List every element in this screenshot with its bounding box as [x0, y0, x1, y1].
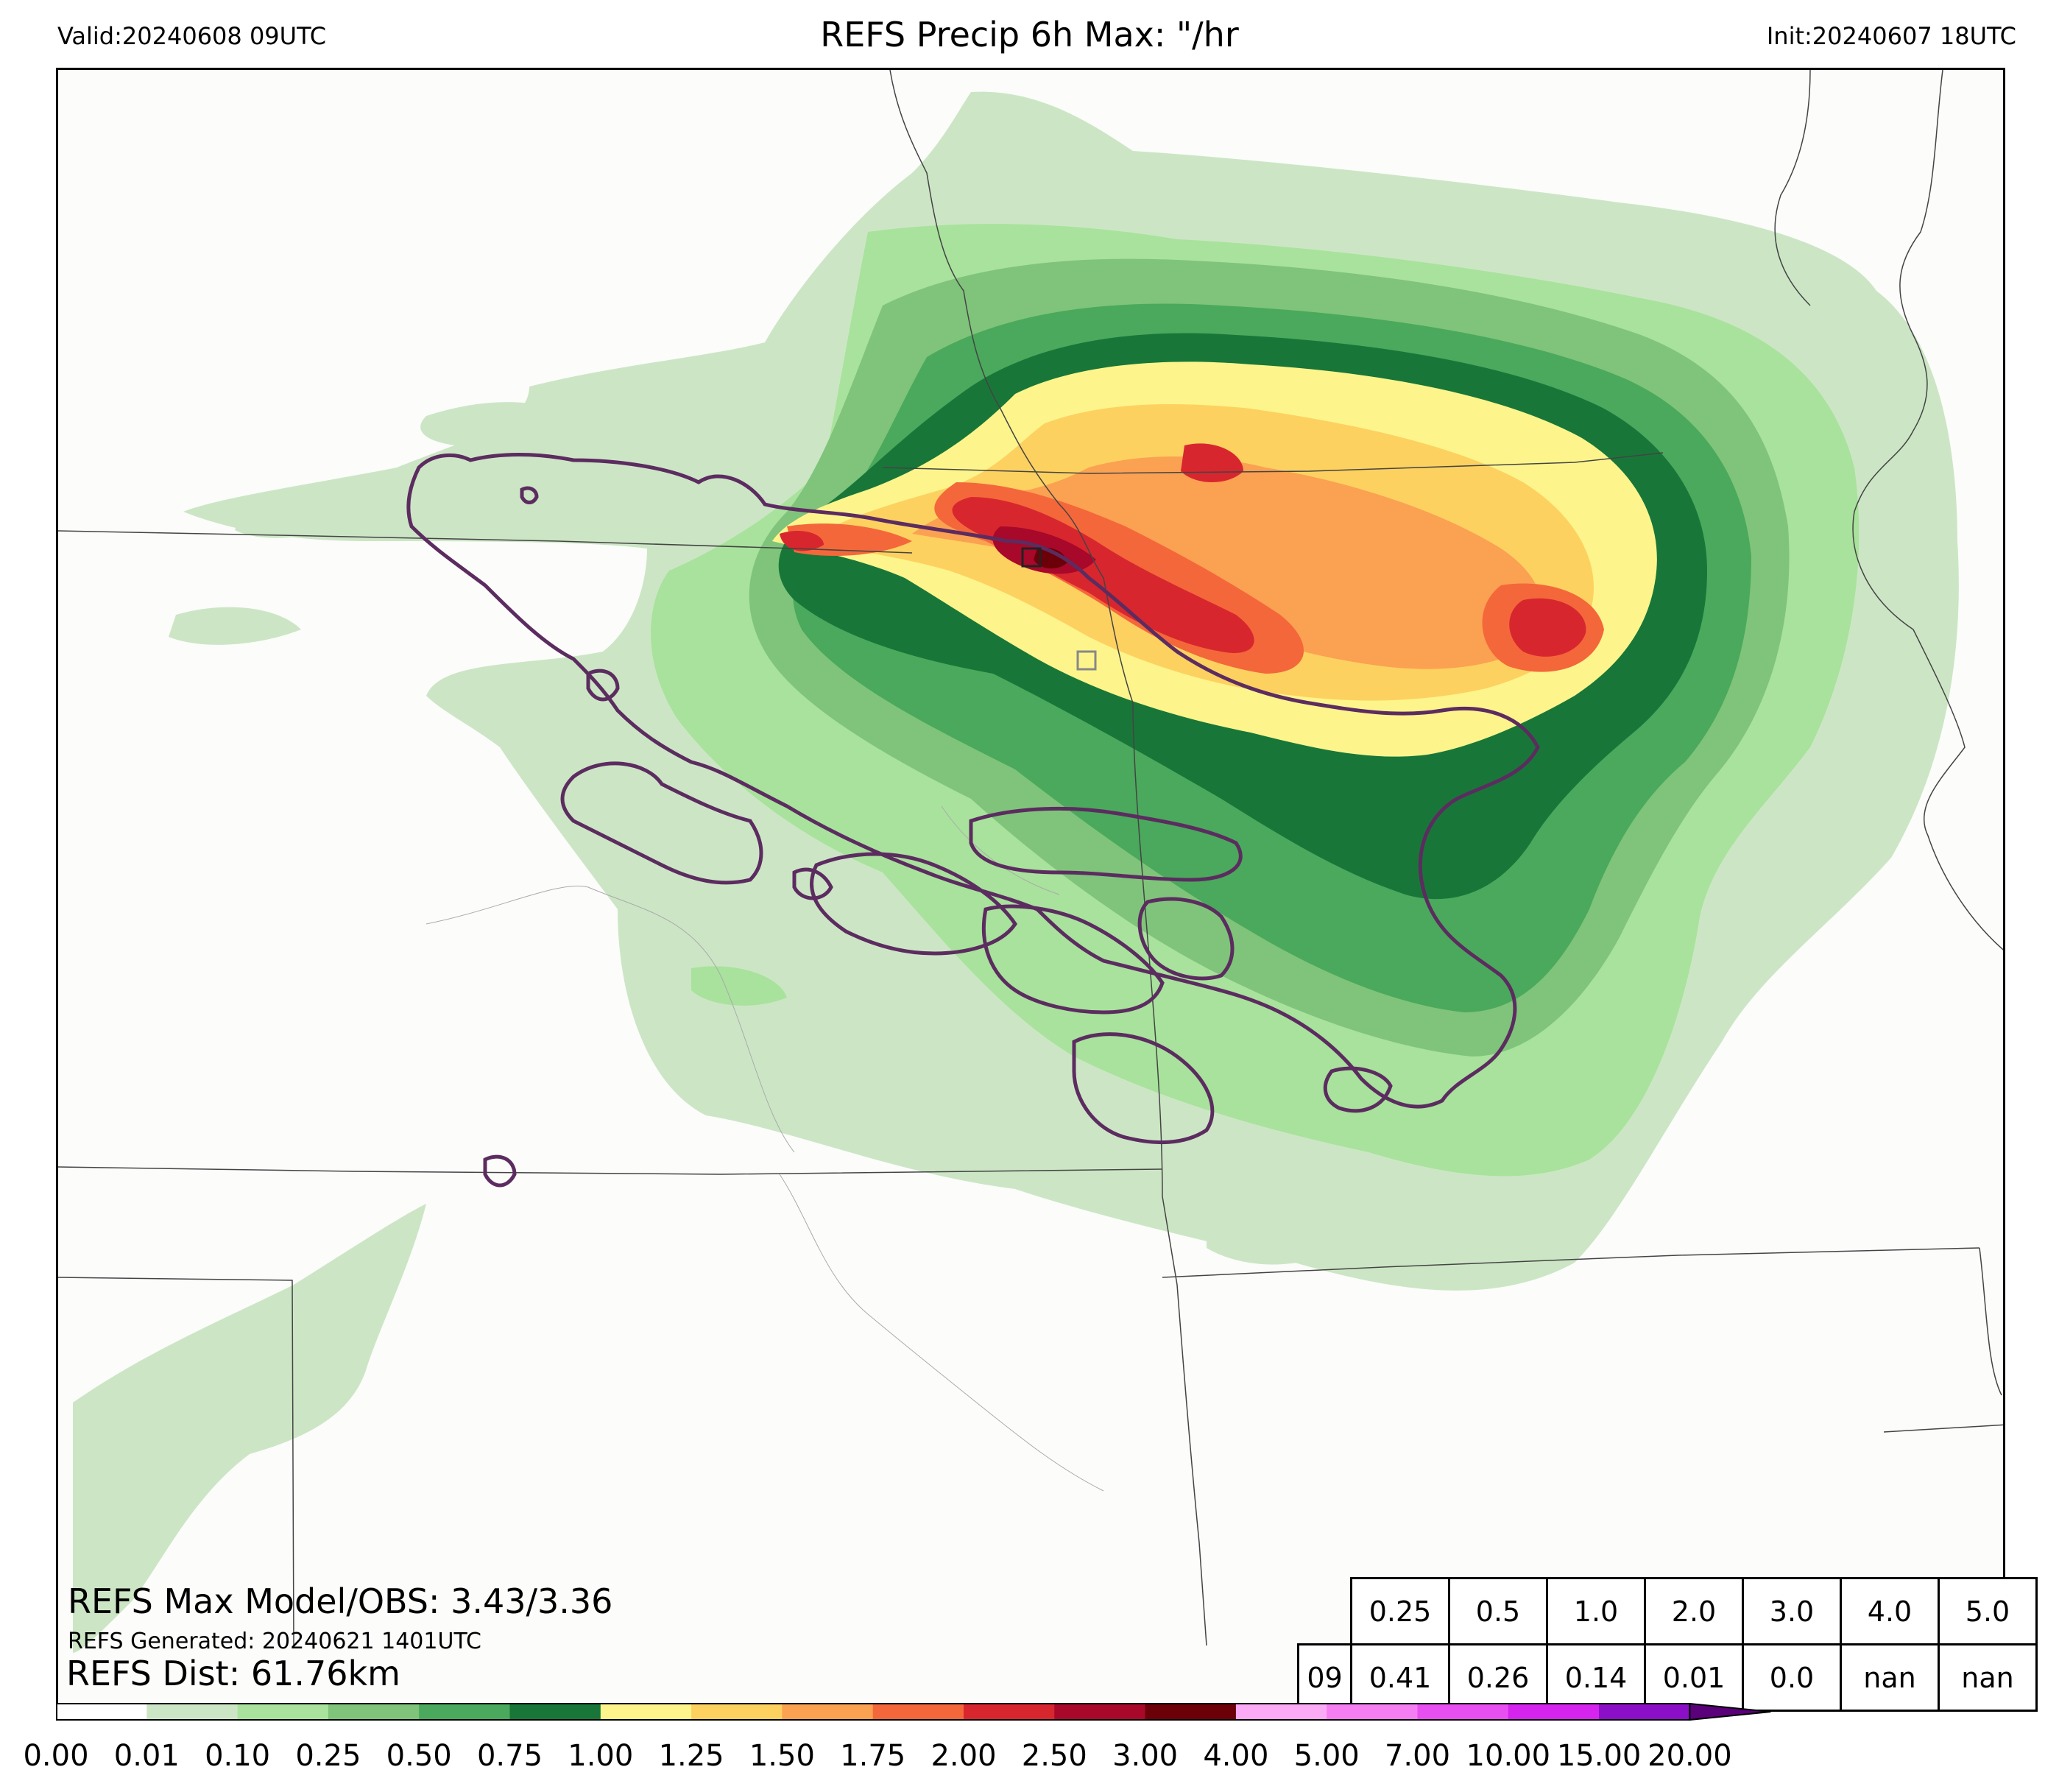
colorbar-tick-label: 0.00 — [23, 1739, 89, 1773]
generated-label: REFS Generated: 20240621 1401UTC — [68, 1629, 481, 1654]
colorbar-segment — [1508, 1704, 1600, 1720]
colorbar-segment — [1327, 1704, 1418, 1720]
threshold-header: 2.0 — [1644, 1577, 1744, 1645]
threshold-header: 1.0 — [1546, 1577, 1646, 1645]
colorbar-tick-label: 10.00 — [1466, 1739, 1551, 1773]
colorbar-tick-label: 3.00 — [1112, 1739, 1179, 1773]
colorbar-tick-label: 4.00 — [1203, 1739, 1269, 1773]
threshold-value: 0.41 — [1350, 1643, 1450, 1712]
county-lines — [425, 805, 1104, 1492]
colorbar-frame — [56, 1703, 1691, 1721]
colorbar-tick-label: 1.50 — [749, 1739, 815, 1773]
colorbar-tick-label: 0.75 — [476, 1739, 543, 1773]
threshold-value: 0.0 — [1742, 1643, 1842, 1712]
colorbar-segment — [1235, 1704, 1327, 1720]
threshold-value: 0.14 — [1546, 1643, 1646, 1712]
colorbar-tick-label: 0.50 — [386, 1739, 452, 1773]
colorbar-segment — [146, 1704, 239, 1720]
precip-core-shading — [780, 443, 1604, 674]
threshold-header: 5.0 — [1938, 1577, 2038, 1645]
colorbar-segment — [1145, 1704, 1237, 1720]
max-model-obs-label: REFS Max Model/OBS: 3.43/3.36 — [68, 1581, 613, 1621]
colorbar — [56, 1702, 1771, 1721]
init-time-label: Init:20240607 18UTC — [1766, 22, 2016, 50]
colorbar-tick-label: 15.00 — [1556, 1739, 1642, 1773]
obs-contour — [406, 453, 1540, 1188]
colorbar-tick-label: 2.50 — [1021, 1739, 1087, 1773]
colorbar-tick-label: 1.25 — [658, 1739, 724, 1773]
colorbar-segment — [964, 1704, 1055, 1720]
colorbar-tick-label: 20.00 — [1647, 1739, 1732, 1773]
colorbar-segment — [328, 1704, 420, 1720]
colorbar-segment — [600, 1704, 692, 1720]
colorbar-segment — [1417, 1704, 1509, 1720]
threshold-header: 0.25 — [1350, 1577, 1450, 1645]
colorbar-tick-label: 0.25 — [295, 1739, 361, 1773]
colorbar-segment — [237, 1704, 329, 1720]
colorbar-tick-label: 5.00 — [1293, 1739, 1360, 1773]
colorbar-segment — [1599, 1704, 1690, 1720]
precip-map-panel — [56, 68, 2005, 1710]
colorbar-segment — [782, 1704, 874, 1720]
colorbar-tick-label: 7.00 — [1384, 1739, 1451, 1773]
colorbar-segment — [691, 1704, 783, 1720]
model-max-marker — [1076, 650, 1097, 671]
colorbar-tick-label: 2.00 — [930, 1739, 997, 1773]
threshold-header: 3.0 — [1742, 1577, 1842, 1645]
threshold-stats-table: 0.25 0.5 1.0 2.0 3.0 4.0 5.0 09 0.41 0.26 0.14 0.01… — [1297, 1577, 2038, 1712]
threshold-value: nan — [1840, 1643, 1940, 1712]
precip-map-svg — [58, 70, 2003, 1653]
colorbar-segment — [419, 1704, 510, 1720]
valid-time-label: Valid:20240608 09UTC — [57, 22, 327, 50]
colorbar-segment — [56, 1704, 147, 1720]
colorbar-segment — [509, 1704, 601, 1720]
colorbar-tick-label: 0.10 — [205, 1739, 271, 1773]
colorbar-tick-label: 0.01 — [113, 1739, 180, 1773]
threshold-header: 4.0 — [1840, 1577, 1940, 1645]
colorbar-tick-label: 1.00 — [568, 1739, 634, 1773]
map-title: REFS Precip 6h Max: "/hr — [820, 15, 1239, 54]
threshold-value: nan — [1938, 1643, 2038, 1712]
colorbar-segment — [1054, 1704, 1146, 1720]
colorbar-extend-arrow — [1689, 1702, 1771, 1721]
colorbar-segment — [872, 1704, 964, 1720]
threshold-value: 0.26 — [1448, 1643, 1548, 1712]
distance-label: REFS Dist: 61.76km — [66, 1654, 400, 1693]
threshold-header: 0.5 — [1448, 1577, 1548, 1645]
colorbar-tick-label: 1.75 — [840, 1739, 906, 1773]
obs-max-marker — [1021, 547, 1042, 568]
